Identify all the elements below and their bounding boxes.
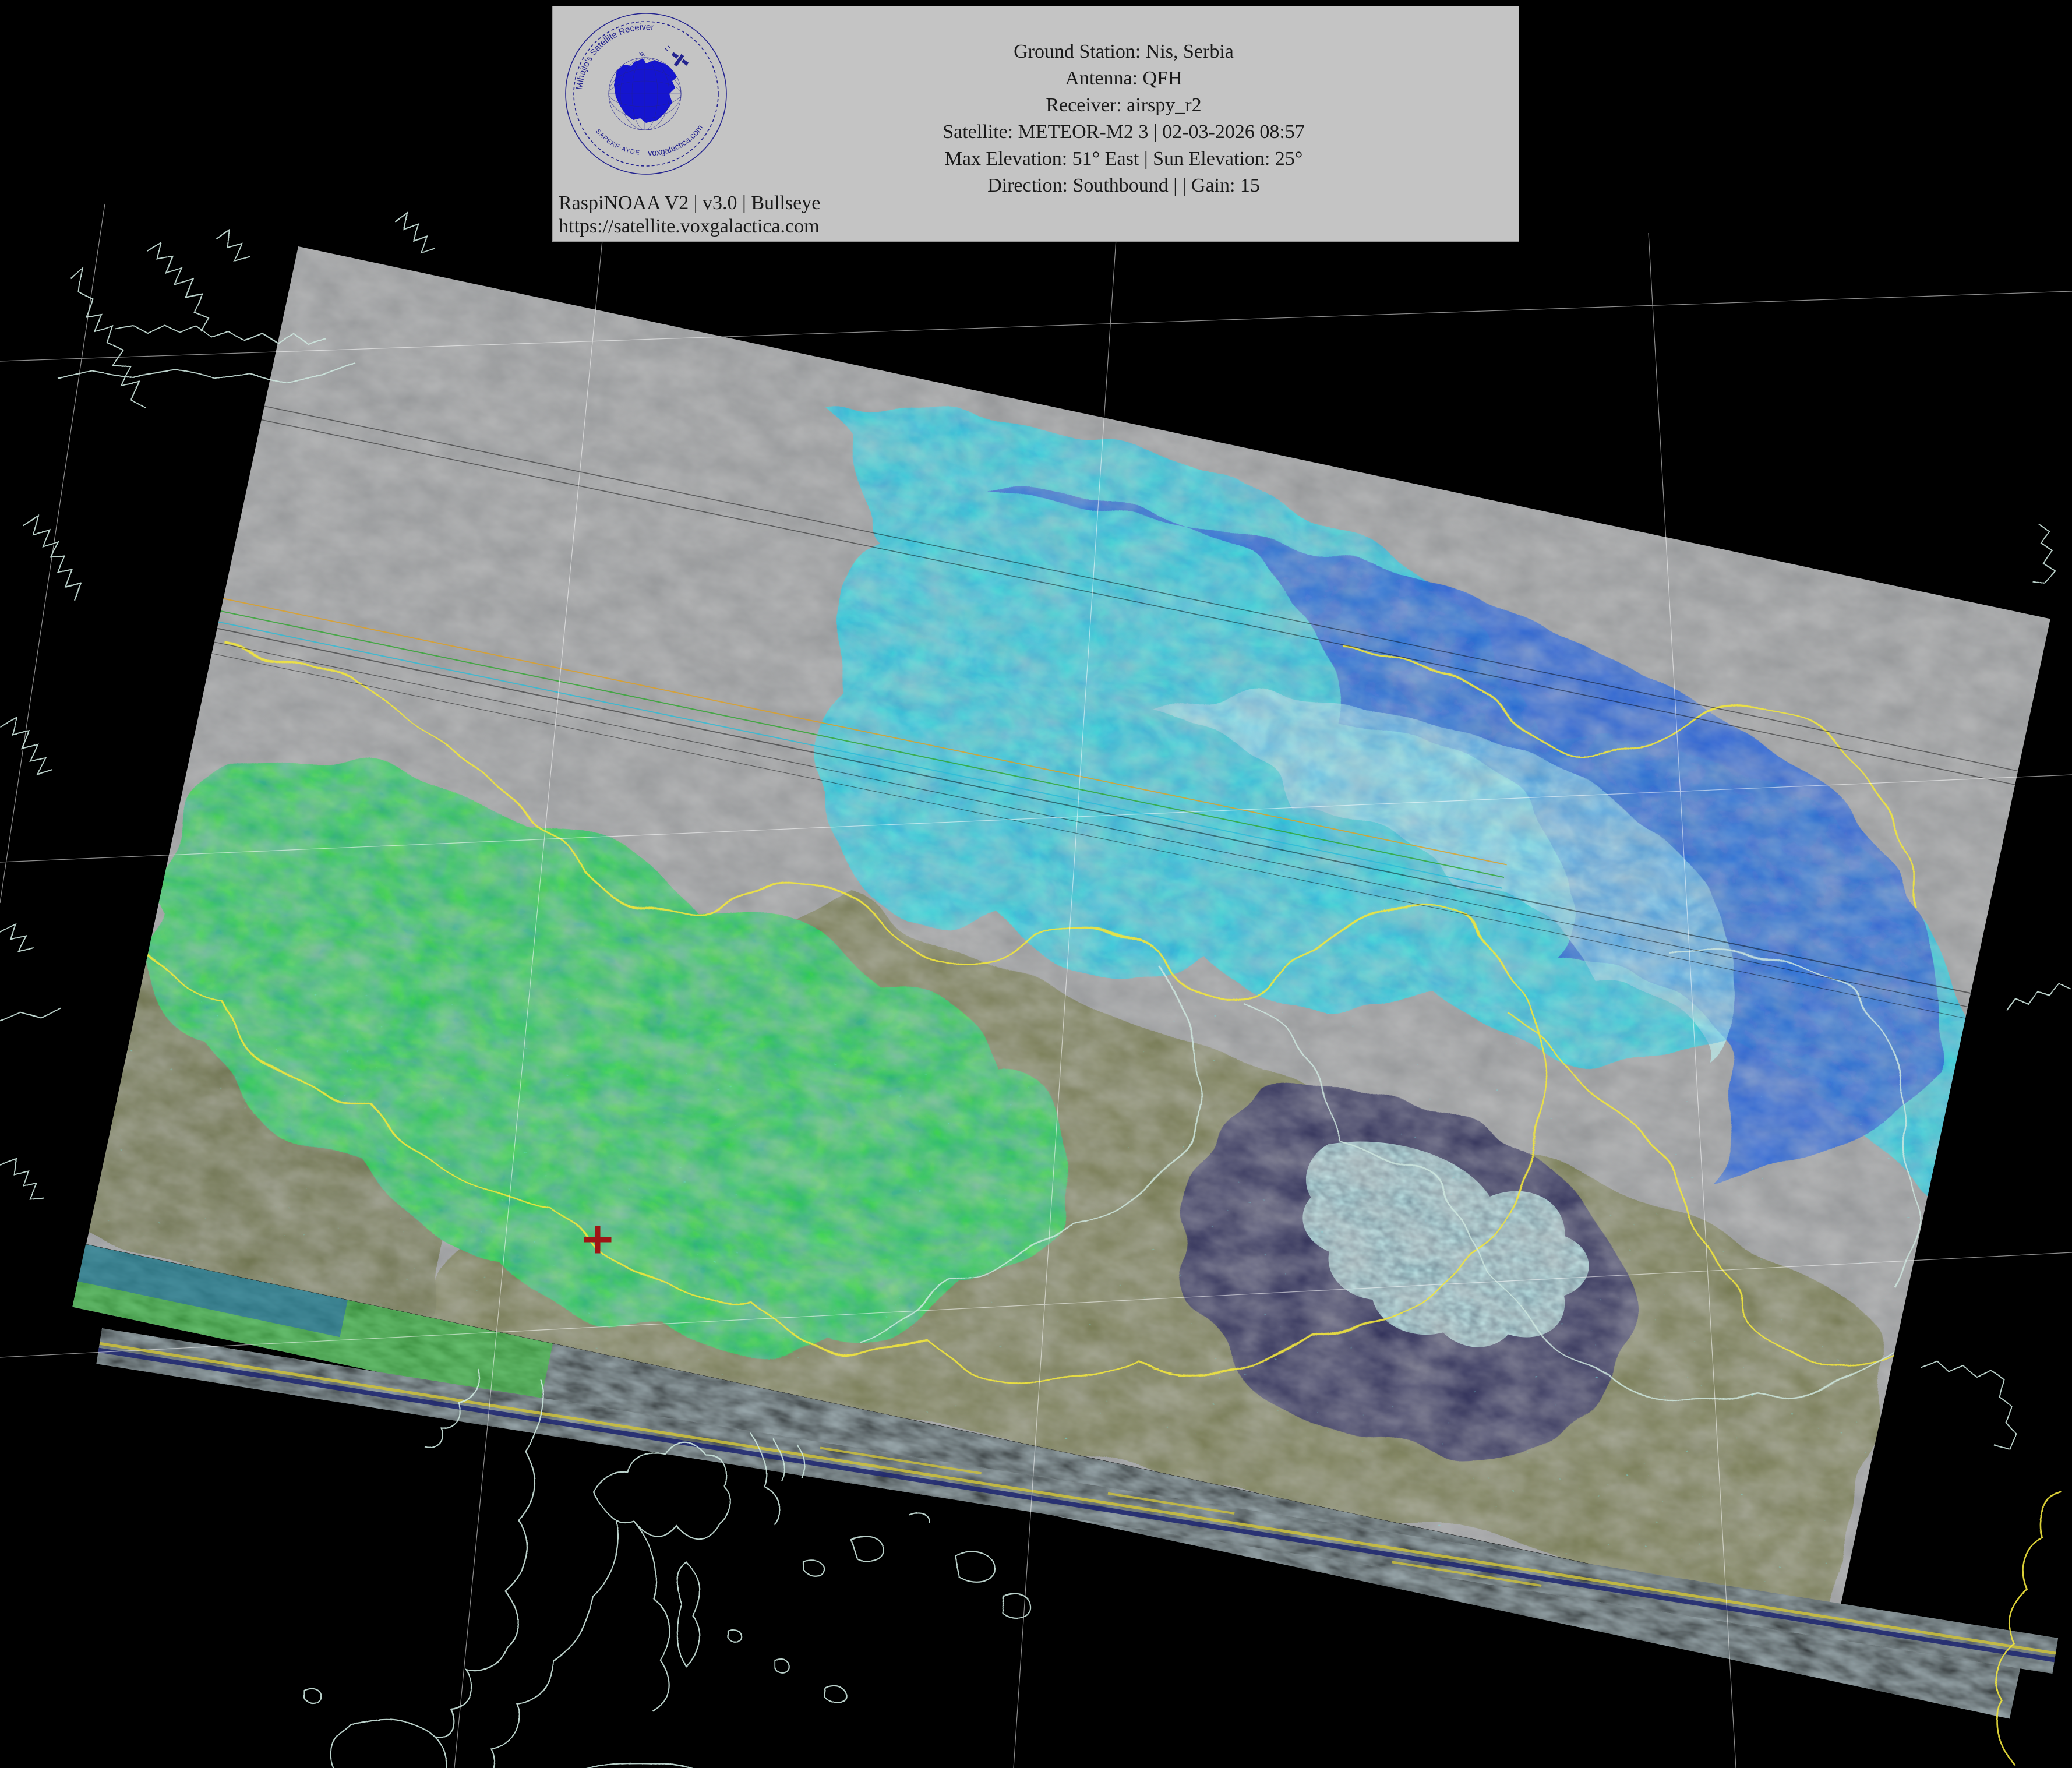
svg-text:SAPERF·AYDE: SAPERF·AYDE xyxy=(594,128,640,157)
svg-text:voxgalactica.com: voxgalactica.com xyxy=(648,123,705,158)
